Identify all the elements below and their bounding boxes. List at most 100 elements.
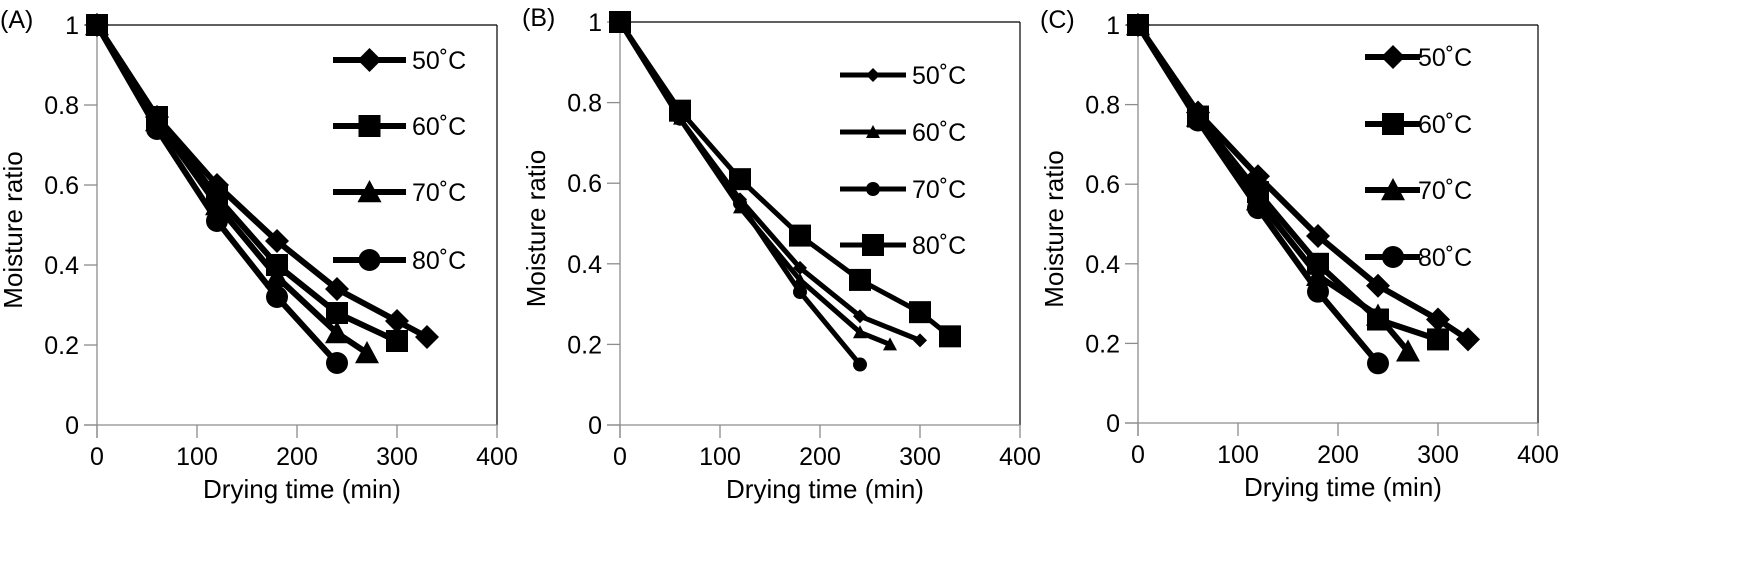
data-point-circle bbox=[86, 14, 108, 36]
legend-marker-circle bbox=[1382, 246, 1404, 268]
legend: 50˚C 60˚C 70˚C 80˚C bbox=[333, 47, 466, 275]
data-point-square bbox=[386, 330, 408, 352]
series-line bbox=[617, 20, 891, 347]
x-tick-label: 200 bbox=[276, 443, 318, 471]
data-point-triangle bbox=[1396, 339, 1420, 362]
legend-label: 70˚C bbox=[912, 176, 966, 204]
data-point-diamond bbox=[415, 325, 439, 349]
series-diamond bbox=[94, 23, 429, 340]
data-point-triangle bbox=[355, 341, 379, 364]
data-point-square bbox=[669, 99, 691, 122]
data-point-circle bbox=[853, 357, 867, 372]
series-markers-circle bbox=[86, 14, 348, 374]
legend-marker-triangle bbox=[866, 125, 880, 138]
data-point-triangle bbox=[325, 321, 349, 344]
y-tick-label: 0.2 bbox=[44, 332, 79, 360]
data-point-circle bbox=[1367, 352, 1389, 375]
y-tick-label: 0.4 bbox=[1085, 251, 1120, 279]
legend-item: 70˚C bbox=[333, 179, 466, 207]
legend-marker-diamond bbox=[866, 68, 880, 82]
y-tick-label: 0 bbox=[65, 412, 79, 440]
x-tick-label: 300 bbox=[1417, 441, 1459, 469]
data-point-circle bbox=[1187, 109, 1209, 132]
data-point-triangle bbox=[793, 272, 807, 286]
data-point-circle bbox=[266, 286, 288, 308]
data-point-triangle bbox=[1366, 303, 1390, 326]
data-point-square bbox=[326, 302, 348, 324]
x-tick-label: 200 bbox=[1317, 441, 1359, 469]
legend-label: 50˚C bbox=[1418, 44, 1472, 72]
data-point-diamond bbox=[913, 333, 927, 348]
panel-label: (A) bbox=[0, 6, 33, 34]
y-tick-label: 0.2 bbox=[1085, 330, 1120, 358]
legend-marker-circle bbox=[866, 182, 880, 196]
legend-item: 50˚C bbox=[840, 62, 966, 90]
legend-marker-triangle bbox=[357, 180, 382, 203]
series-markers-triangle bbox=[613, 15, 897, 351]
legend-label: 70˚C bbox=[412, 179, 466, 207]
legend-marker-square bbox=[862, 234, 884, 256]
y-tick-label: 0.8 bbox=[1085, 92, 1120, 120]
legend-item: 70˚C bbox=[1365, 177, 1472, 205]
y-tick-label: 0.8 bbox=[44, 92, 79, 120]
data-point-diamond bbox=[853, 309, 867, 324]
panel-a: 0 0.2 0.4 0.6 0.8 1 0 100 200 300 400 Drying time (… bbox=[0, 6, 518, 504]
x-tick-label: 300 bbox=[376, 443, 418, 471]
data-point-triangle bbox=[265, 265, 289, 288]
data-point-circle bbox=[1127, 14, 1149, 36]
data-point-circle bbox=[733, 196, 747, 211]
data-point-square bbox=[1427, 328, 1449, 351]
legend-item: 50˚C bbox=[333, 47, 466, 75]
data-point-diamond bbox=[1366, 273, 1390, 298]
data-point-triangle bbox=[853, 325, 867, 339]
x-axis-title: Drying time (min) bbox=[726, 474, 924, 504]
legend: 50˚C 60˚C 70˚C 80˚C bbox=[1365, 44, 1472, 272]
series-markers-square bbox=[609, 11, 961, 348]
x-tick-label: 400 bbox=[999, 443, 1041, 471]
y-tick-label: 0.4 bbox=[567, 251, 602, 279]
legend-marker-square bbox=[1382, 113, 1404, 135]
series-line bbox=[617, 20, 921, 343]
x-tick-label: 100 bbox=[699, 443, 741, 471]
data-point-diamond bbox=[385, 309, 409, 333]
panel-label: (B) bbox=[522, 4, 555, 32]
series-square bbox=[617, 20, 952, 339]
data-point-square bbox=[939, 325, 961, 348]
y-tick-label: 0 bbox=[588, 412, 602, 440]
x-tick-label: 100 bbox=[176, 443, 218, 471]
x-axis-title: Drying time (min) bbox=[203, 474, 401, 504]
y-tick-label: 1 bbox=[65, 12, 79, 40]
y-tick-label: 1 bbox=[588, 9, 602, 37]
legend-label: 80˚C bbox=[1418, 244, 1472, 272]
legend-item: 60˚C bbox=[840, 119, 966, 147]
x-tick-label: 200 bbox=[799, 443, 841, 471]
y-tick-label: 0.6 bbox=[44, 172, 79, 200]
series-line bbox=[94, 23, 429, 340]
legend-marker-triangle bbox=[1381, 178, 1405, 201]
x-tick-label: 100 bbox=[1217, 441, 1259, 469]
data-point-square bbox=[909, 301, 931, 324]
legend-item: 50˚C bbox=[1365, 44, 1472, 72]
legend-label: 50˚C bbox=[412, 47, 466, 75]
legend-item: 60˚C bbox=[333, 113, 466, 141]
data-point-triangle bbox=[1306, 263, 1330, 286]
data-point-square bbox=[849, 268, 871, 291]
data-point-diamond bbox=[325, 277, 349, 301]
series-diamond bbox=[617, 20, 921, 343]
panel-label: (C) bbox=[1040, 6, 1075, 34]
legend-label: 50˚C bbox=[912, 62, 966, 90]
legend-marker-diamond bbox=[1381, 45, 1405, 69]
data-point-square bbox=[729, 168, 751, 191]
y-tick-label: 1 bbox=[1106, 12, 1120, 40]
series-triangle bbox=[617, 20, 891, 347]
data-point-square bbox=[789, 224, 811, 247]
data-point-circle bbox=[1307, 280, 1329, 303]
series-line bbox=[617, 20, 952, 339]
series-markers-circle bbox=[1127, 14, 1389, 375]
legend: 50˚C 60˚C 70˚C 80˚C bbox=[840, 62, 966, 260]
legend-label: 80˚C bbox=[912, 232, 966, 260]
x-tick-label: 400 bbox=[1517, 441, 1559, 469]
legend-item: 60˚C bbox=[1365, 111, 1472, 139]
series-markers-diamond bbox=[613, 15, 927, 348]
